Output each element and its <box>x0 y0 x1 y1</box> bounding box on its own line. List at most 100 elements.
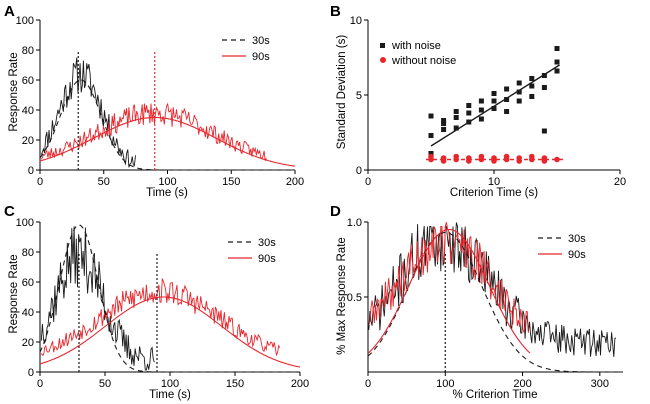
data-point <box>503 153 510 160</box>
data-point <box>491 155 497 161</box>
data-point <box>453 115 459 120</box>
data-trace <box>40 57 136 168</box>
panel-c: C Response Rate Time (s) 0 50 100 150 200 0 20… <box>4 203 309 401</box>
data-point <box>478 107 484 113</box>
legend-with-noise-label: with noise <box>391 40 441 52</box>
panel-b-xlabel: Criterion Time (s) <box>450 187 538 199</box>
legend-30s-label: 30s <box>568 233 586 245</box>
x-tick-label: 150 <box>222 176 240 188</box>
x-tick-label: 0 <box>37 378 43 390</box>
data-point <box>453 125 459 131</box>
panel-d-ylabel: % Max Response Rate <box>336 237 348 355</box>
data-point <box>466 110 472 116</box>
data-point <box>428 151 434 156</box>
x-tick-label: 10 <box>488 176 500 188</box>
x-tick-label: 0 <box>37 176 43 188</box>
data-point <box>491 98 497 104</box>
panel-letter-d: D <box>330 203 341 220</box>
data-point <box>478 116 484 122</box>
x-tick-label: 300 <box>591 378 609 390</box>
data-point <box>428 133 434 138</box>
data-point <box>478 153 485 160</box>
legend-90s-label: 90s <box>252 51 270 63</box>
panel-b: B Standard Deviation (s) Criterion Time … <box>330 3 626 199</box>
data-point <box>554 46 560 51</box>
y-tick-label: 80 <box>22 45 34 57</box>
data-point <box>541 85 547 90</box>
data-point <box>554 156 560 163</box>
fit-curve <box>39 116 296 167</box>
y-tick-label: 1.0 <box>347 217 362 229</box>
y-tick-label: 0 <box>356 165 362 177</box>
x-tick-label: 200 <box>286 176 304 188</box>
x-tick-label: 100 <box>436 378 454 390</box>
panel-d-plot <box>367 222 623 373</box>
data-point <box>504 109 510 114</box>
panel-c-plot <box>39 224 301 373</box>
panel-a-ylabel: Response Rate <box>8 52 20 131</box>
data-point <box>504 97 510 102</box>
data-trace <box>368 222 529 333</box>
legend-without-noise-label: without noise <box>391 55 456 67</box>
x-tick-label: 20 <box>614 176 626 188</box>
data-trace <box>40 226 155 371</box>
panel-d: D % Max Response Rate % Criterion Time 0… <box>330 203 623 401</box>
panel-b-plot <box>425 46 565 164</box>
panel-d-legend: 30s 90s <box>538 233 586 261</box>
data-point <box>441 121 447 126</box>
legend-with-noise-marker <box>380 43 385 48</box>
panel-b-legend: with noise without noise <box>380 40 456 67</box>
panel-a-ticks: 0 50 100 150 200 0 20 40 60 80 100 <box>16 15 305 188</box>
data-point <box>491 91 497 96</box>
panel-b-ylabel: Standard Deviation (s) <box>336 35 348 150</box>
panel-c-xlabel: Time (s) <box>149 389 191 401</box>
data-point <box>440 155 447 161</box>
panel-a-plot <box>39 50 296 171</box>
x-tick-label: 0 <box>365 378 371 390</box>
fit-curve <box>367 228 531 354</box>
y-tick-label: 40 <box>22 307 34 319</box>
panel-letter-c: C <box>4 203 15 220</box>
y-tick-label: 100 <box>16 217 34 229</box>
x-tick-label: 150 <box>226 378 244 390</box>
y-tick-label: 0 <box>28 367 34 379</box>
y-tick-label: 80 <box>22 247 34 259</box>
data-point <box>478 98 484 104</box>
legend-without-noise-marker <box>380 57 386 63</box>
data-point <box>441 118 447 123</box>
data-point <box>466 103 472 108</box>
panel-letter-a: A <box>4 3 15 20</box>
data-point <box>453 153 460 160</box>
data-point <box>541 155 548 161</box>
x-tick-label: 200 <box>291 378 309 390</box>
panel-letter-b: B <box>330 3 341 20</box>
x-tick-label: 200 <box>513 378 531 390</box>
data-point <box>504 86 510 92</box>
x-tick-label: 100 <box>158 176 176 188</box>
panel-c-legend: 30s 90s <box>228 237 276 265</box>
data-point <box>428 153 434 160</box>
data-point <box>516 89 522 95</box>
data-point <box>541 128 547 134</box>
data-point <box>529 94 535 99</box>
data-point <box>516 80 522 86</box>
legend-30s-label: 30s <box>252 35 270 47</box>
data-trace <box>40 278 281 357</box>
fit-line <box>430 64 560 147</box>
data-trace <box>40 102 267 161</box>
y-tick-label: 20 <box>22 337 34 349</box>
y-tick-label: 60 <box>22 75 34 87</box>
panel-d-xlabel: % Criterion Time <box>453 389 538 401</box>
data-point <box>466 155 472 161</box>
legend-30s-label: 30s <box>258 237 276 249</box>
legend-90s-label: 90s <box>258 253 276 265</box>
y-tick-label: 0 <box>28 165 34 177</box>
data-point <box>529 76 535 81</box>
data-point <box>554 68 560 74</box>
y-tick-label: 40 <box>22 105 34 117</box>
data-point <box>554 59 560 65</box>
data-point <box>466 119 472 125</box>
data-point <box>529 153 535 160</box>
x-tick-label: 0 <box>365 176 371 188</box>
